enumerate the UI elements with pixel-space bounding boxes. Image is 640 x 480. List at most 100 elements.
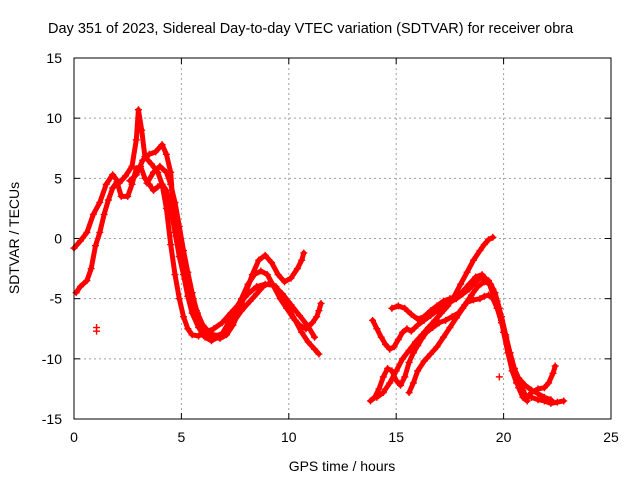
data-point-marker bbox=[502, 333, 510, 341]
y-tick-label: -5 bbox=[50, 291, 63, 307]
data-point-marker bbox=[377, 333, 385, 341]
series-track-9 bbox=[405, 291, 531, 405]
data-point-marker bbox=[489, 295, 497, 303]
data-point-marker bbox=[132, 136, 140, 144]
data-point-marker bbox=[424, 324, 432, 332]
data-point-marker bbox=[446, 295, 454, 303]
data-point-marker bbox=[379, 389, 387, 397]
data-point-marker bbox=[427, 350, 435, 358]
data-point-marker bbox=[457, 280, 465, 288]
data-point-marker bbox=[463, 298, 471, 306]
data-point-marker bbox=[381, 340, 389, 348]
data-point-marker bbox=[162, 204, 170, 212]
data-point-marker bbox=[145, 150, 153, 158]
data-point-marker bbox=[149, 186, 157, 194]
data-point-marker bbox=[134, 106, 142, 114]
data-point-marker bbox=[409, 349, 417, 357]
y-tick-label: -15 bbox=[42, 411, 62, 427]
data-point-marker bbox=[218, 319, 226, 327]
data-point-marker bbox=[547, 396, 555, 404]
data-point-marker bbox=[248, 271, 256, 279]
data-point-marker bbox=[225, 319, 233, 327]
y-tick-label: -10 bbox=[42, 351, 62, 367]
data-point-marker bbox=[281, 278, 289, 286]
data-point-marker bbox=[409, 379, 417, 387]
x-tick-label: 15 bbox=[388, 429, 404, 445]
data-point-marker bbox=[253, 283, 261, 291]
data-point-marker bbox=[293, 265, 301, 273]
data-point-marker bbox=[420, 313, 428, 321]
data-point-marker bbox=[311, 333, 319, 341]
data-point-marker bbox=[223, 331, 231, 339]
data-point-marker bbox=[467, 291, 475, 299]
data-point-marker bbox=[510, 369, 518, 377]
x-tick-label: 10 bbox=[281, 429, 297, 445]
data-point-marker bbox=[149, 168, 157, 176]
data-point-marker bbox=[315, 307, 323, 315]
data-point-marker bbox=[414, 315, 422, 323]
data-point-marker bbox=[476, 247, 484, 255]
data-point-marker bbox=[519, 393, 527, 401]
data-point-marker bbox=[540, 384, 548, 392]
data-point-marker bbox=[463, 268, 471, 276]
data-point-marker bbox=[405, 346, 413, 354]
data-point-marker bbox=[412, 338, 420, 346]
data-point-marker bbox=[373, 325, 381, 333]
series-track-4 bbox=[143, 162, 308, 342]
data-point-marker bbox=[439, 297, 447, 305]
data-point-marker bbox=[104, 196, 112, 204]
data-point-marker bbox=[287, 301, 295, 309]
data-point-marker bbox=[162, 168, 170, 176]
data-point-marker bbox=[171, 198, 179, 206]
data-point-marker bbox=[308, 319, 316, 327]
data-point-marker bbox=[102, 180, 110, 188]
data-point-marker bbox=[302, 325, 310, 333]
data-point-marker bbox=[268, 259, 276, 267]
data-point-marker bbox=[263, 271, 271, 279]
data-point-marker bbox=[405, 358, 413, 366]
data-point-marker bbox=[175, 222, 183, 230]
data-point-marker bbox=[386, 379, 394, 387]
data-point-marker bbox=[384, 364, 392, 372]
data-point-marker bbox=[403, 325, 411, 333]
data-point-marker bbox=[420, 357, 428, 365]
data-point-marker bbox=[442, 316, 450, 324]
data-point-marker bbox=[287, 274, 295, 282]
plot-frame bbox=[73, 57, 612, 420]
data-point-marker bbox=[407, 310, 415, 318]
data-point-marker bbox=[485, 236, 493, 244]
data-point-marker bbox=[270, 283, 278, 291]
data-point-marker bbox=[180, 313, 188, 321]
data-point-marker bbox=[298, 256, 306, 264]
data-point-marker bbox=[257, 267, 265, 275]
data-point-marker bbox=[172, 232, 180, 240]
data-point-marker bbox=[203, 328, 211, 336]
data-series bbox=[70, 106, 568, 407]
data-point-marker bbox=[437, 309, 445, 317]
data-point-marker bbox=[317, 299, 325, 307]
data-point-marker bbox=[188, 289, 196, 297]
data-point-marker bbox=[197, 319, 205, 327]
data-point-marker bbox=[113, 178, 121, 186]
data-point-marker bbox=[300, 249, 308, 257]
series-outliers bbox=[93, 324, 503, 381]
data-point-marker bbox=[210, 333, 218, 341]
data-point-marker bbox=[315, 350, 323, 358]
data-point-marker bbox=[117, 192, 125, 200]
data-point-marker bbox=[560, 397, 568, 405]
data-point-marker bbox=[171, 271, 179, 279]
data-point-marker bbox=[470, 296, 478, 304]
data-point-marker bbox=[296, 321, 304, 329]
data-point-marker bbox=[394, 336, 402, 344]
data-point-marker bbox=[366, 397, 374, 405]
data-point-marker bbox=[433, 343, 441, 351]
data-point-marker bbox=[375, 385, 383, 393]
data-point-marker bbox=[394, 302, 402, 310]
x-tick-label: 25 bbox=[603, 429, 619, 445]
y-tick-label: 10 bbox=[46, 110, 62, 126]
data-point-marker bbox=[386, 345, 394, 353]
data-point-marker bbox=[76, 237, 84, 245]
data-point-marker bbox=[435, 319, 443, 327]
data-point-marker bbox=[100, 210, 108, 218]
